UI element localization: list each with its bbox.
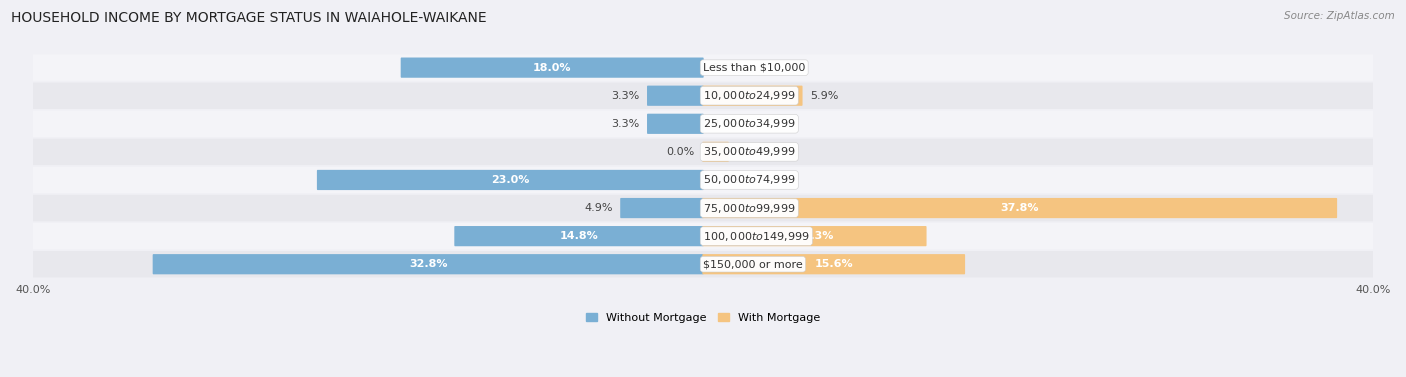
FancyBboxPatch shape xyxy=(22,139,1384,165)
FancyBboxPatch shape xyxy=(22,54,1384,81)
Text: 32.8%: 32.8% xyxy=(409,259,447,269)
Text: 14.8%: 14.8% xyxy=(560,231,599,241)
Text: 37.8%: 37.8% xyxy=(1001,203,1039,213)
Text: 0.0%: 0.0% xyxy=(711,119,740,129)
Text: 15.6%: 15.6% xyxy=(814,259,853,269)
FancyBboxPatch shape xyxy=(22,167,1384,193)
FancyBboxPatch shape xyxy=(647,86,703,106)
FancyBboxPatch shape xyxy=(153,254,703,274)
Text: Less than $10,000: Less than $10,000 xyxy=(703,63,806,73)
FancyBboxPatch shape xyxy=(703,254,965,274)
Text: $50,000 to $74,999: $50,000 to $74,999 xyxy=(703,173,796,187)
Text: 13.3%: 13.3% xyxy=(796,231,834,241)
FancyBboxPatch shape xyxy=(22,223,1384,249)
Text: 0.0%: 0.0% xyxy=(711,175,740,185)
Text: 18.0%: 18.0% xyxy=(533,63,571,73)
FancyBboxPatch shape xyxy=(22,83,1384,109)
FancyBboxPatch shape xyxy=(647,114,703,134)
Text: 0.0%: 0.0% xyxy=(711,63,740,73)
Text: $75,000 to $99,999: $75,000 to $99,999 xyxy=(703,202,796,215)
FancyBboxPatch shape xyxy=(22,110,1384,137)
FancyBboxPatch shape xyxy=(703,226,927,246)
Text: $150,000 or more: $150,000 or more xyxy=(703,259,803,269)
Text: $100,000 to $149,999: $100,000 to $149,999 xyxy=(703,230,810,243)
Text: $10,000 to $24,999: $10,000 to $24,999 xyxy=(703,89,796,102)
Text: $35,000 to $49,999: $35,000 to $49,999 xyxy=(703,146,796,158)
Text: 23.0%: 23.0% xyxy=(491,175,530,185)
Text: 1.5%: 1.5% xyxy=(737,147,765,157)
FancyBboxPatch shape xyxy=(401,58,703,78)
Text: 4.9%: 4.9% xyxy=(583,203,613,213)
Legend: Without Mortgage, With Mortgage: Without Mortgage, With Mortgage xyxy=(582,308,824,327)
Text: Source: ZipAtlas.com: Source: ZipAtlas.com xyxy=(1284,11,1395,21)
FancyBboxPatch shape xyxy=(703,86,803,106)
Text: HOUSEHOLD INCOME BY MORTGAGE STATUS IN WAIAHOLE-WAIKANE: HOUSEHOLD INCOME BY MORTGAGE STATUS IN W… xyxy=(11,11,486,25)
FancyBboxPatch shape xyxy=(22,251,1384,277)
FancyBboxPatch shape xyxy=(703,198,1337,218)
Text: 0.0%: 0.0% xyxy=(666,147,695,157)
Text: 3.3%: 3.3% xyxy=(612,119,640,129)
FancyBboxPatch shape xyxy=(454,226,703,246)
Text: 5.9%: 5.9% xyxy=(810,91,838,101)
FancyBboxPatch shape xyxy=(703,142,728,162)
Text: $25,000 to $34,999: $25,000 to $34,999 xyxy=(703,117,796,130)
FancyBboxPatch shape xyxy=(22,195,1384,221)
FancyBboxPatch shape xyxy=(620,198,703,218)
FancyBboxPatch shape xyxy=(316,170,703,190)
Text: 3.3%: 3.3% xyxy=(612,91,640,101)
